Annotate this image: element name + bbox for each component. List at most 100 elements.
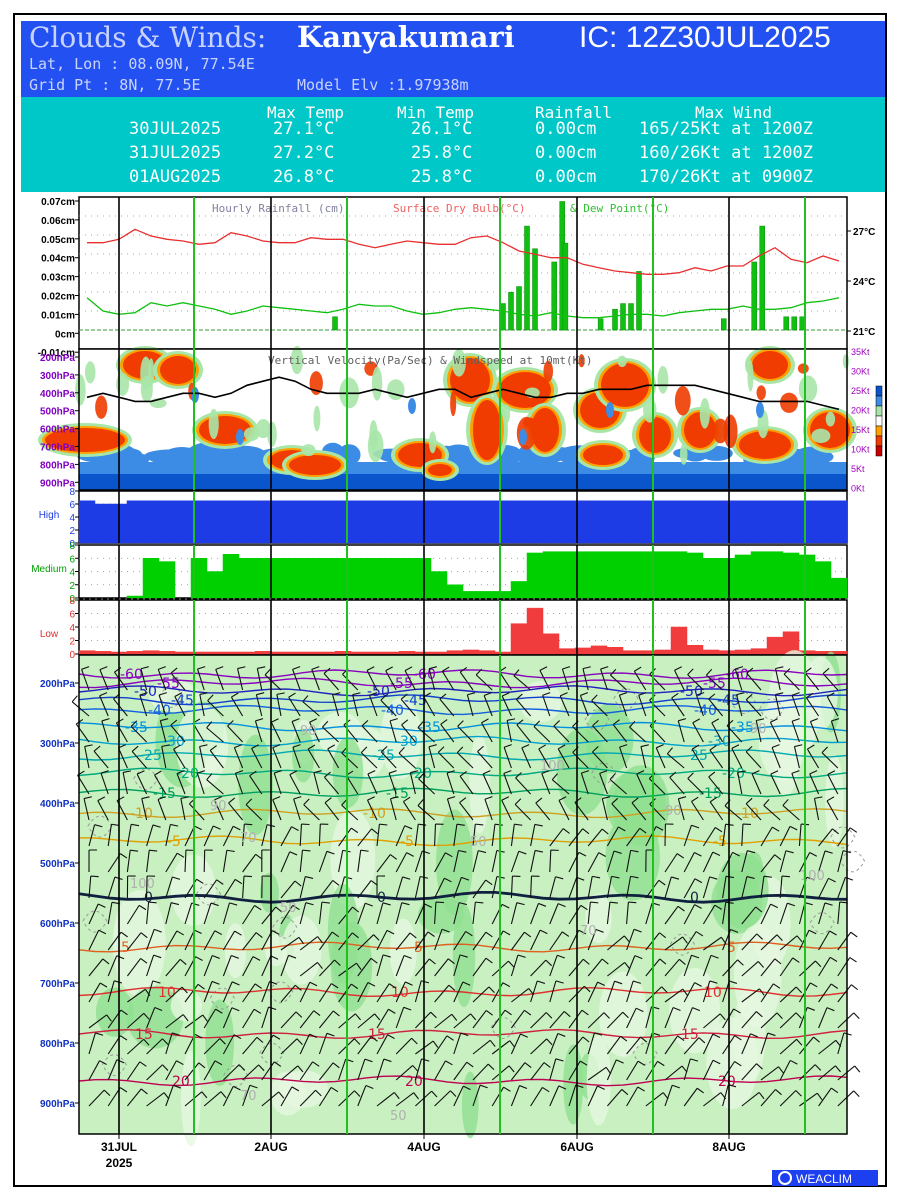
- wind-barb-flag: [311, 666, 320, 670]
- wind-barb: [81, 669, 90, 691]
- wind-barb-flag: [138, 904, 147, 911]
- wind-barb: [309, 722, 320, 743]
- cloud-bar: [462, 649, 480, 655]
- wind-barb: [251, 748, 263, 769]
- isotherm-label: 0: [144, 890, 153, 906]
- wind-barb: [709, 801, 724, 821]
- wind-barb: [357, 850, 362, 873]
- wind-barb-flag: [119, 853, 128, 859]
- wind-barb: [806, 748, 820, 769]
- wind-barb: [683, 982, 696, 1003]
- wind-barb: [530, 980, 538, 1003]
- wind-barb-flag: [521, 744, 530, 749]
- heatmap-cell: [811, 428, 831, 444]
- wind-barb-flag: [370, 957, 378, 964]
- wind-barb: [88, 958, 104, 977]
- wind-barb: [645, 1032, 653, 1055]
- wind-barb: [561, 668, 570, 691]
- wind-barb: [173, 748, 186, 769]
- isotherm-label: -20: [409, 766, 432, 782]
- wind-barb-flag: [734, 1035, 742, 1041]
- wind-barb: [559, 695, 570, 717]
- wind-barb-flag: [758, 1092, 765, 1100]
- wind-barb-flag: [745, 693, 753, 701]
- wind-barb-flag: [794, 744, 803, 748]
- humidity-contour: [259, 1042, 285, 1065]
- wind-barb-flag: [747, 850, 756, 854]
- wind-barb: [538, 748, 551, 769]
- wind-barb: [510, 851, 520, 873]
- wind-barb: [482, 773, 493, 795]
- wind-barb-flag: [439, 693, 447, 700]
- cloud-bar: [622, 500, 640, 544]
- cloud-bar: [94, 651, 112, 655]
- cloud-bar: [814, 561, 832, 599]
- wind-barb: [197, 668, 205, 691]
- wind-barb-flag: [393, 1092, 400, 1100]
- wind-barb-flag: [288, 954, 297, 959]
- wind-barb: [242, 956, 254, 977]
- wind-barb: [264, 674, 282, 691]
- cloud-bar: [254, 558, 272, 599]
- wind-barb-flag: [271, 930, 280, 935]
- wind-barb: [530, 1087, 543, 1107]
- wind-barb: [760, 983, 774, 1003]
- wind-barb-flag: [623, 935, 630, 943]
- wind-barb: [631, 802, 647, 821]
- wind-barb: [261, 981, 271, 1003]
- wind-barb-flag: [273, 1061, 282, 1067]
- wind-barb-flag: [401, 902, 410, 906]
- wind-barb-flag: [140, 932, 148, 939]
- wind-barb-flag: [382, 902, 391, 906]
- wind-barb-flag: [292, 666, 301, 670]
- wind-barb-flag: [561, 931, 570, 937]
- isotherm-line: [78, 835, 848, 847]
- wind-barb-flag: [364, 1058, 373, 1063]
- wind-barb: [434, 878, 445, 899]
- wind-barb: [587, 902, 591, 925]
- wind-barb: [88, 876, 92, 899]
- wind-barb: [338, 983, 352, 1003]
- wind-barb: [809, 773, 820, 795]
- wind-barb: [683, 1058, 691, 1081]
- isotherm-label: 20: [718, 1074, 736, 1090]
- wind-barb-flag: [755, 906, 763, 913]
- cloud-bar: [286, 500, 304, 544]
- wind-barb-flag: [216, 879, 224, 885]
- tick-label: 6: [69, 500, 75, 511]
- wind-barb: [318, 880, 334, 899]
- wind-barb-flag: [621, 1088, 629, 1096]
- tick-label: 8: [69, 541, 75, 552]
- wind-barb-flag: [580, 692, 589, 696]
- wind-barb: [587, 1012, 605, 1029]
- cloud-bar: [398, 500, 416, 544]
- wind-barb: [741, 1092, 760, 1107]
- wind-barb-flag: [227, 720, 234, 727]
- header-band: Clouds & Winds: Kanyakumari IC: 12Z30JUL…: [21, 20, 885, 97]
- isotherm-label: -5: [400, 834, 414, 850]
- wind-barb-flag: [637, 1086, 645, 1092]
- wind-barb-flag: [481, 718, 489, 724]
- cloud-bar: [478, 650, 496, 655]
- wind-barb: [510, 902, 518, 925]
- wind-barb-flag: [478, 850, 487, 854]
- heatmap-cell: [842, 354, 850, 369]
- cloud-bar: [718, 558, 736, 599]
- humidity-cell: [126, 986, 184, 1049]
- heatmap-cell: [712, 418, 729, 444]
- wind-barb: [117, 747, 128, 769]
- wind-barb: [510, 931, 525, 951]
- cloud-bar: [542, 633, 560, 655]
- wind-barb: [338, 932, 353, 951]
- wind-barb-flag: [595, 928, 604, 933]
- wind-barb: [645, 1006, 653, 1029]
- heatmap-cell: [583, 445, 623, 465]
- wind-barb-flag: [361, 720, 369, 727]
- wind-barb: [587, 852, 600, 873]
- wind-barb: [366, 670, 378, 691]
- wind-barb-flag: [729, 980, 738, 984]
- wind-barb-flag: [630, 875, 639, 879]
- wind-barb: [837, 957, 851, 977]
- wind-barb-flag: [234, 744, 242, 749]
- wind-barb: [395, 876, 404, 899]
